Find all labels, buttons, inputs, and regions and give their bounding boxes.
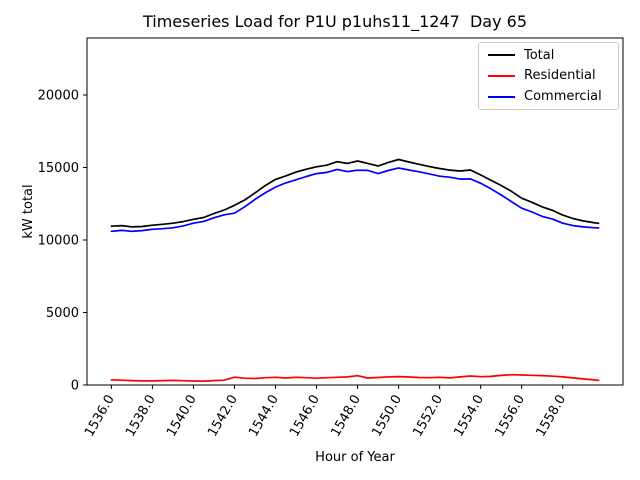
x-tick-label: 1546.0 [287, 393, 323, 440]
legend-label-total: Total [524, 47, 555, 63]
y-tick-label: 5000 [46, 306, 79, 321]
x-axis-label: Hour of Year [315, 450, 395, 465]
commercial-line-swatch [488, 95, 515, 98]
legend-entry-total: Total [479, 49, 618, 62]
x-tick-label: 1540.0 [164, 393, 200, 440]
y-tick-label: 20000 [38, 88, 79, 103]
x-tick-label: 1554.0 [451, 392, 487, 439]
y-tick-label: 10000 [38, 233, 79, 248]
legend-label-commercial: Commercial [524, 89, 602, 105]
x-tick-label: 1558.0 [533, 393, 569, 440]
x-tick-label: 1544.0 [246, 393, 282, 440]
x-tick-label: 1550.0 [369, 393, 405, 440]
legend-entry-commercial: Commercial [479, 90, 618, 103]
legend-label-residential: Residential [524, 68, 596, 84]
series-line-residential [110, 373, 600, 382]
x-tick-label: 1556.0 [492, 393, 528, 440]
series-line-commercial [110, 167, 600, 233]
x-tick-label: 1538.0 [123, 393, 159, 440]
y-tick-label: 15000 [38, 161, 79, 176]
chart-title: Timeseries Load for P1U p1uhs11_1247 Day… [142, 12, 528, 31]
total-line-swatch [488, 54, 515, 57]
x-tick-label: 1542.0 [205, 393, 241, 440]
x-tick-label: 1536.0 [82, 393, 118, 440]
residential-line-swatch [488, 74, 515, 77]
axes-spines [86, 37, 624, 386]
y-axis-label: kW total [21, 184, 36, 238]
series-line-total [110, 158, 600, 228]
x-tick-label: 1548.0 [328, 393, 364, 440]
x-tick-label: 1552.0 [410, 393, 446, 440]
y-tick-label: 0 [71, 379, 79, 394]
legend-entry-residential: Residential [479, 69, 618, 82]
legend: Total Residential Commercial [478, 42, 619, 110]
